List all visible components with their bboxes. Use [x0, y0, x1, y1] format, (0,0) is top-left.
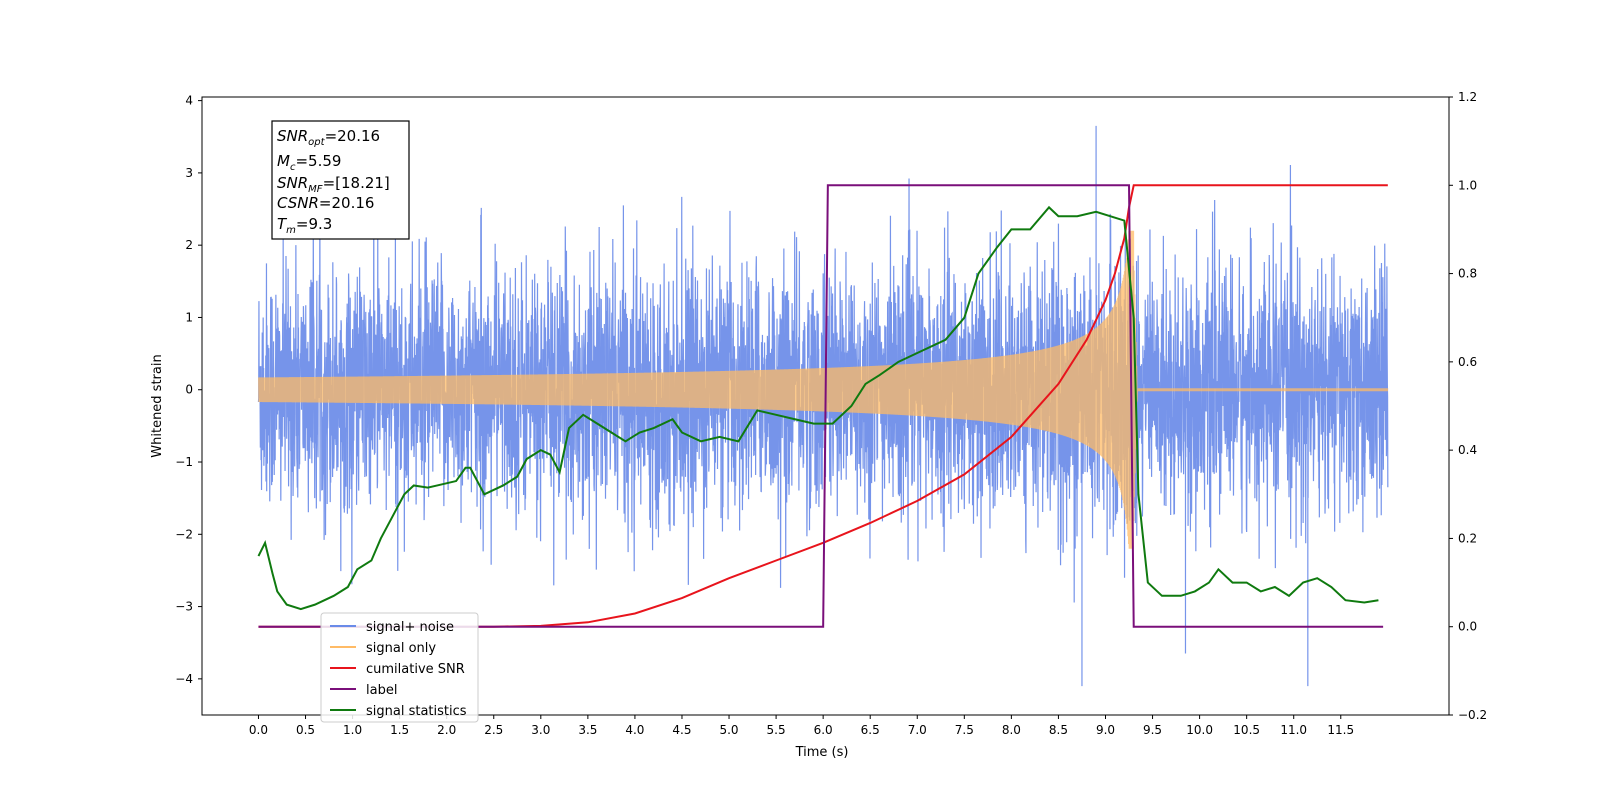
info-box-frame [271, 120, 410, 240]
x-tick-label: 1.0 [343, 723, 362, 737]
y-right-tick-label: −0.2 [1458, 708, 1487, 722]
y-left-tick-label: 2 [185, 238, 193, 252]
legend: signal+ noise signal only cumilative SNR la… [320, 612, 479, 723]
x-tick-label: 7.5 [955, 723, 974, 737]
legend-label: signal only [366, 641, 436, 656]
y-left-tick-label: −3 [175, 600, 193, 614]
x-tick-label: 4.0 [625, 723, 644, 737]
y-left-tick-label: 3 [185, 166, 193, 180]
x-tick-label: 0.0 [249, 723, 268, 737]
x-tick-label: 10.5 [1233, 723, 1260, 737]
y-right-tick-label: 1.2 [1458, 90, 1477, 104]
y-right-tick-label: 0.2 [1458, 531, 1477, 545]
x-tick-label: 6.0 [814, 723, 833, 737]
y-axis-right: 1.2 1.0 0.8 0.6 0.4 0.2 0.0 −0.2 [1449, 90, 1487, 722]
y-axis-left: 4 3 2 1 0 −1 −2 −3 −4 [175, 94, 202, 686]
y-left-tick-label: 4 [185, 94, 193, 108]
legend-label: cumilative SNR [366, 662, 465, 677]
csnr-text: CSNR=20.16 [277, 194, 374, 212]
x-tick-label: 11.5 [1327, 723, 1354, 737]
y-left-tick-label: −4 [175, 672, 193, 686]
y-axis-left-label: Whitened strain [150, 354, 165, 457]
y-left-tick-label: 0 [185, 383, 193, 397]
y-right-tick-label: 1.0 [1458, 178, 1477, 192]
x-tick-label: 4.5 [672, 723, 691, 737]
plot-frame [201, 96, 1450, 716]
label-line [258, 184, 1384, 628]
x-tick-label: 1.5 [390, 723, 409, 737]
x-tick-label: 0.5 [296, 723, 315, 737]
snr-mf-text: SNRMF=[18.21] [277, 174, 390, 195]
x-tick-label: 8.5 [1049, 723, 1068, 737]
x-tick-label: 5.5 [767, 723, 786, 737]
x-tick-label: 10.0 [1186, 723, 1213, 737]
mc-text: Mc=5.59 [277, 152, 341, 173]
legend-label: signal statistics [366, 704, 467, 719]
x-tick-label: 8.0 [1002, 723, 1021, 737]
info-box: SNRopt=20.16 Mc=5.59 SNRMF=[18.21] CSNR=… [271, 120, 410, 240]
x-tick-label: 3.5 [578, 723, 597, 737]
snr-opt-text: SNRopt=20.16 [277, 127, 380, 148]
x-tick-label: 5.0 [719, 723, 738, 737]
legend-frame [320, 612, 479, 723]
x-tick-label: 6.5 [861, 723, 880, 737]
signal-only-line [258, 230, 1389, 549]
legend-label: signal+ noise [366, 620, 454, 635]
y-right-tick-label: 0.6 [1458, 355, 1477, 369]
y-left-tick-label: 1 [185, 310, 193, 324]
x-tick-label: 3.0 [531, 723, 550, 737]
plot-area [257, 125, 1389, 687]
y-right-tick-label: 0.4 [1458, 443, 1477, 457]
y-left-tick-label: −1 [175, 455, 193, 469]
x-tick-label: 9.0 [1096, 723, 1115, 737]
tm-text: Tm=9.3 [277, 215, 332, 236]
x-tick-label: 2.0 [437, 723, 456, 737]
x-tick-label: 7.0 [908, 723, 927, 737]
legend-label: label [366, 683, 397, 698]
x-axis: 0.0 0.5 1.0 1.5 2.0 2.5 3.0 3.5 4.0 4.5 5.0 5.5 6.0 6… [249, 715, 1354, 737]
y-right-tick-label: 0.0 [1458, 620, 1477, 634]
x-axis-label: Time (s) [795, 745, 849, 760]
y-right-tick-label: 0.8 [1458, 267, 1477, 281]
signal-noise-line [257, 125, 1389, 687]
x-tick-label: 11.0 [1280, 723, 1307, 737]
cumulative-snr-line [258, 184, 1388, 628]
x-tick-label: 9.5 [1143, 723, 1162, 737]
y-left-tick-label: −2 [175, 527, 193, 541]
x-tick-label: 2.5 [484, 723, 503, 737]
signal-statistics-line [257, 205, 1379, 611]
